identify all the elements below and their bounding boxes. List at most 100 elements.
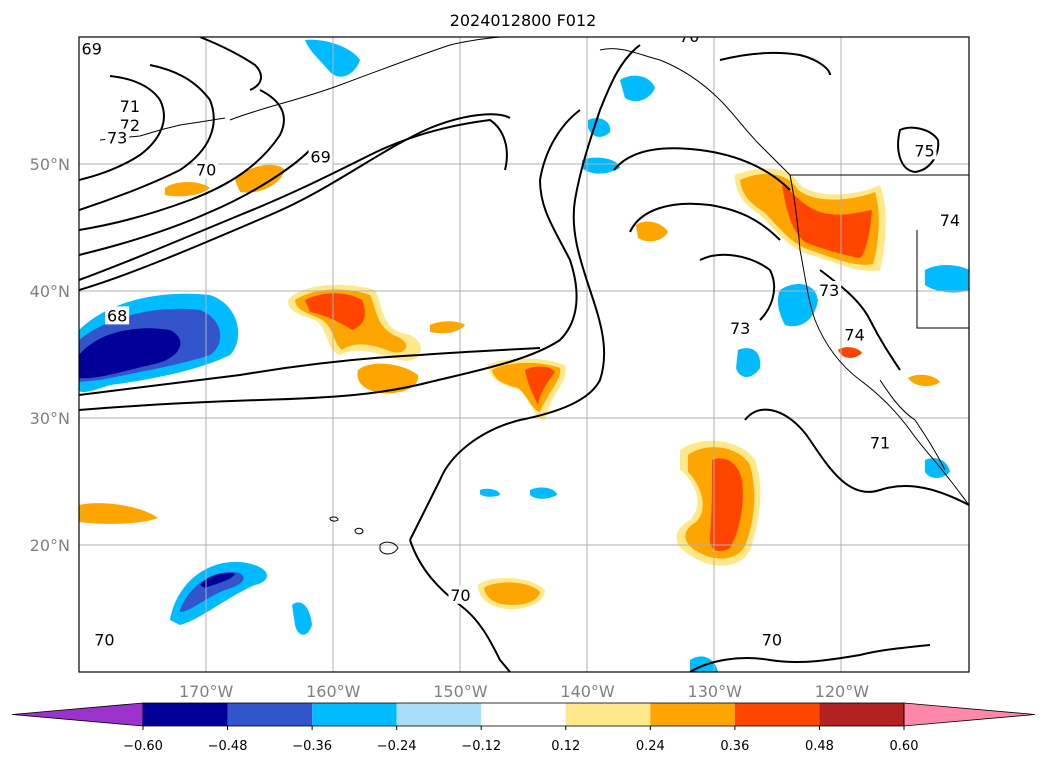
colorbar-frame xyxy=(142,702,905,727)
contour-label: 74 xyxy=(940,211,960,230)
colorbar-tick-label: −0.48 xyxy=(208,739,248,754)
contour-label: 71 xyxy=(870,433,890,452)
contour-label: 73 xyxy=(730,319,750,338)
orange-patch-ocean-east xyxy=(838,347,862,358)
red-patch-130w xyxy=(709,458,743,552)
colorbar-segment xyxy=(396,703,482,726)
colorbar-segment xyxy=(481,703,566,726)
contour-69-south xyxy=(79,109,581,411)
blue-patch-143w xyxy=(530,487,557,499)
contour-73-mid xyxy=(699,253,776,321)
y-tick-label: 50°N xyxy=(30,155,70,174)
colorbar-segment xyxy=(819,703,904,726)
colorbar-tick-label: −0.60 xyxy=(123,739,163,754)
coastline-hawaii-2 xyxy=(354,527,364,535)
contour-label: 73 xyxy=(107,129,127,148)
navy-patch-south xyxy=(200,572,235,588)
x-axis-ticks: 170°W 160°W 150°W 140°W 130°W 120°W xyxy=(179,682,869,701)
colorbar-tick-label: −0.36 xyxy=(292,739,332,754)
map-frame xyxy=(78,36,970,673)
orange-patch-165w xyxy=(235,164,285,193)
contour-label-bg xyxy=(105,306,130,325)
contour-label: 75 xyxy=(914,141,934,160)
contour-label-bg xyxy=(759,630,784,649)
contour-label-bg xyxy=(868,433,892,452)
colorbar-segment xyxy=(227,703,313,726)
colorbar-segment xyxy=(143,703,228,726)
orange-patch-baja xyxy=(908,374,940,387)
colorbar-tick-label: 0.60 xyxy=(890,739,919,754)
coastline-hawaii-1 xyxy=(379,541,399,555)
contour-label: 68 xyxy=(107,306,127,325)
contour-label-bg xyxy=(448,585,473,604)
contour-label: 70 xyxy=(196,160,216,179)
blue-patch-158w xyxy=(292,602,312,635)
contour-72 xyxy=(79,64,215,211)
contour-label: 70 xyxy=(94,630,114,649)
coastline-alaska xyxy=(229,37,501,121)
contour-71-mid xyxy=(613,147,791,191)
contour-71-east xyxy=(744,408,969,506)
contour-71 xyxy=(79,89,285,231)
blue-patch-south-core xyxy=(180,572,244,612)
contour-73 xyxy=(79,75,165,181)
contour-label: 71 xyxy=(120,97,140,116)
coastline-baja xyxy=(879,379,946,471)
x-tick-label: 120°W xyxy=(815,682,870,701)
y-tick-label: 40°N xyxy=(30,282,70,301)
red-patch-145w xyxy=(525,366,555,405)
contours xyxy=(79,37,969,672)
x-tick-label: 170°W xyxy=(179,682,234,701)
contour-label-bg xyxy=(92,630,117,649)
orange-patch-135w xyxy=(636,221,668,242)
contour-label-bg xyxy=(117,96,142,115)
orange-patch-145w-south-mid xyxy=(484,582,540,605)
contour-label: 70 xyxy=(762,630,782,649)
x-tick-label: 140°W xyxy=(560,682,615,701)
contour-label: 70 xyxy=(450,586,470,605)
x-tick-label: 160°W xyxy=(306,682,361,701)
contour-label-bg xyxy=(194,160,219,179)
contour-label-bg xyxy=(912,141,937,160)
orange-patch-148w xyxy=(430,321,465,334)
contour-70-west xyxy=(79,149,311,256)
x-tick-label: 130°W xyxy=(688,682,743,701)
colorbar-extend-low xyxy=(11,702,144,727)
blue-patch-socal xyxy=(736,348,761,377)
contour-label: 73 xyxy=(819,281,839,300)
contour-69 xyxy=(79,113,511,291)
canada-border-east xyxy=(916,230,969,329)
colorbar-segment xyxy=(734,703,820,726)
contour-label: 69 xyxy=(310,148,330,167)
contour-label-bg xyxy=(937,211,962,230)
contour-label-bg xyxy=(79,39,104,58)
colorbar-tick-label: 0.24 xyxy=(636,739,665,754)
colorbar-tick-label: −0.12 xyxy=(461,739,501,754)
orange-patch-far-west xyxy=(79,503,158,524)
red-patch-160w xyxy=(305,293,365,330)
contour-75 xyxy=(897,126,940,174)
contour-label-bg xyxy=(728,319,753,338)
blue-patch-146w xyxy=(480,488,500,497)
blue-patch-east-1 xyxy=(925,265,969,293)
orange-patch-172w xyxy=(165,182,210,197)
colorbar-tick-label: −0.24 xyxy=(377,739,417,754)
contour-70-pacific xyxy=(409,44,641,541)
contour-label: 69 xyxy=(82,40,102,59)
contour-68 xyxy=(79,347,541,396)
y-tick-label: 30°N xyxy=(30,409,70,428)
blue-patch-142w xyxy=(582,157,620,174)
coastline-west-coast xyxy=(789,174,969,506)
chart-title: 2024012800 F012 xyxy=(450,11,597,30)
coastline-se-alaska xyxy=(599,48,791,176)
colorbar-tick-label: 0.12 xyxy=(551,739,580,754)
colorbar-tick-label: 0.36 xyxy=(720,739,749,754)
contour-label: 74 xyxy=(844,325,864,344)
colorbar-segment xyxy=(565,703,651,726)
navy-patch-west xyxy=(79,328,181,379)
contour-label-bg xyxy=(817,281,842,299)
y-axis-ticks: 20°N 30°N 40°N 50°N xyxy=(30,155,70,555)
orange-patch-155w xyxy=(357,363,419,394)
